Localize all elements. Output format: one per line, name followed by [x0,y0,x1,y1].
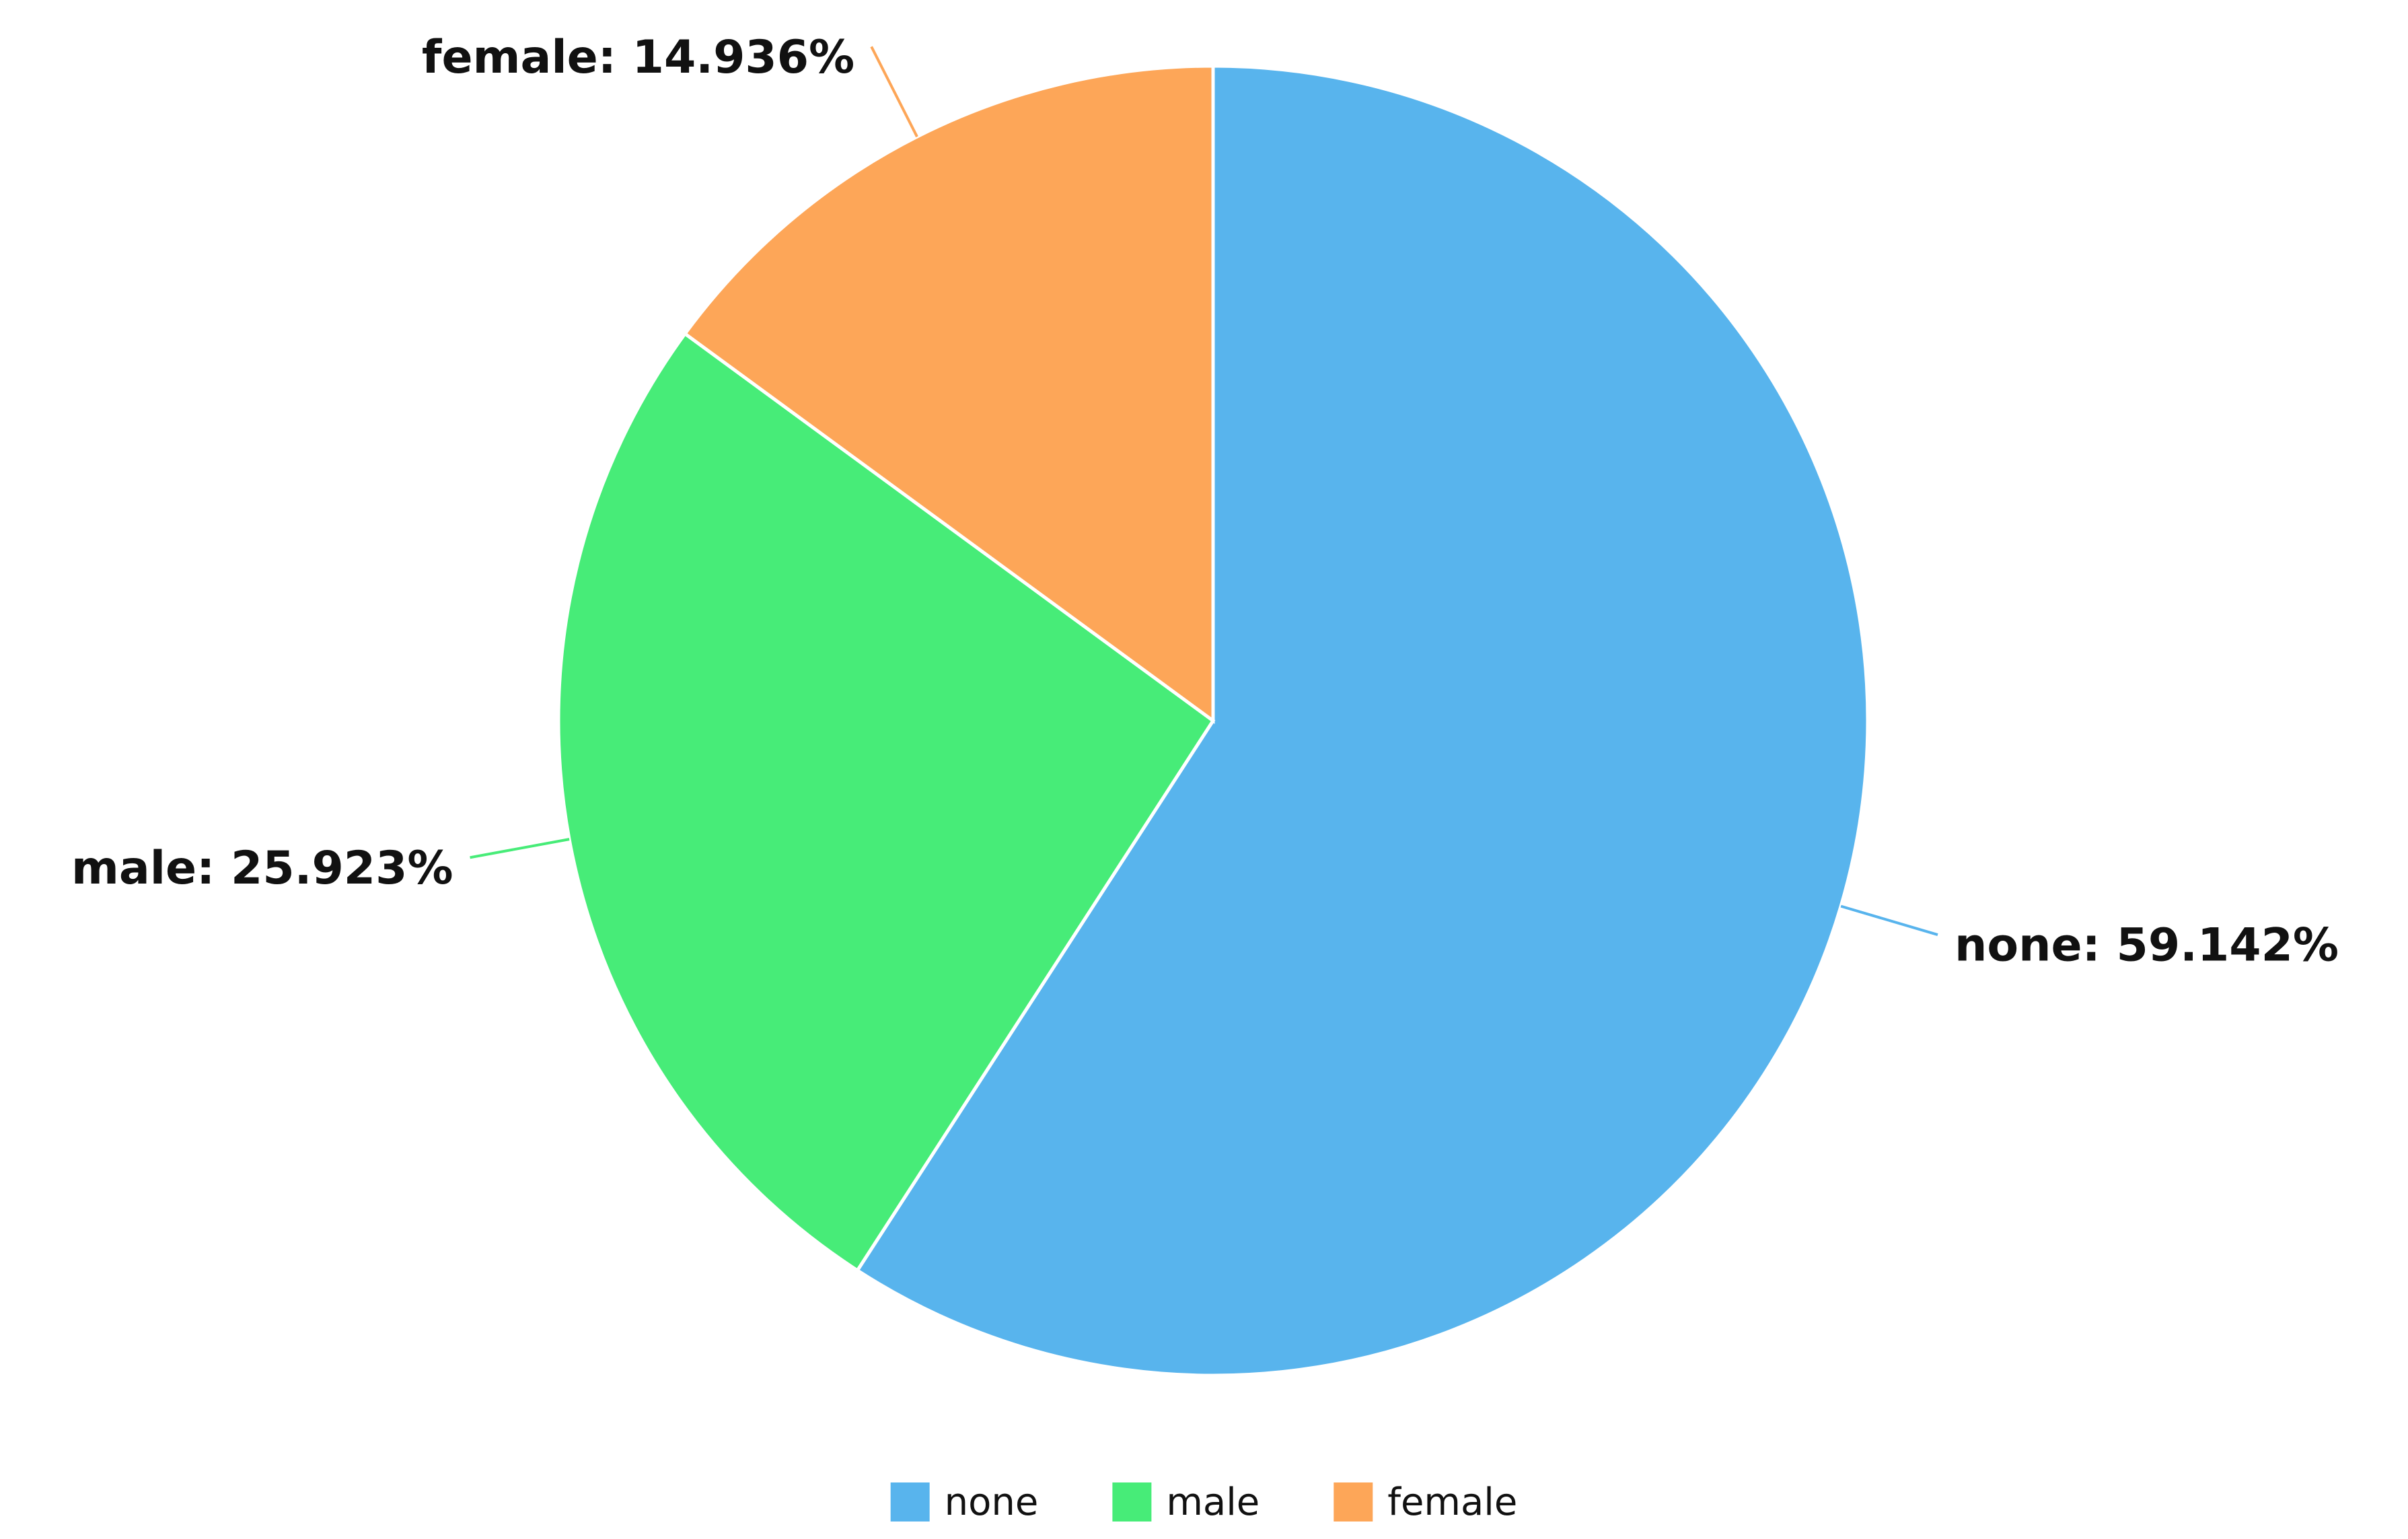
leader-line [470,838,570,859]
legend-label: female [1387,1480,1517,1524]
pie-slice [854,64,1870,1377]
data-label: female: 14.936% [422,31,854,84]
legend-swatch [890,1482,930,1522]
leader-line [870,46,918,138]
pie-slice [682,64,1215,724]
data-label: none: 59.142% [1955,919,2339,972]
legend-label: none [945,1480,1039,1524]
data-label: male: 25.923% [71,842,453,895]
pie-slice [556,331,1216,1273]
legend-swatch [1334,1482,1373,1522]
legend-label: male [1166,1480,1260,1524]
legend-swatch [1112,1482,1152,1522]
leader-line [1840,904,1938,937]
